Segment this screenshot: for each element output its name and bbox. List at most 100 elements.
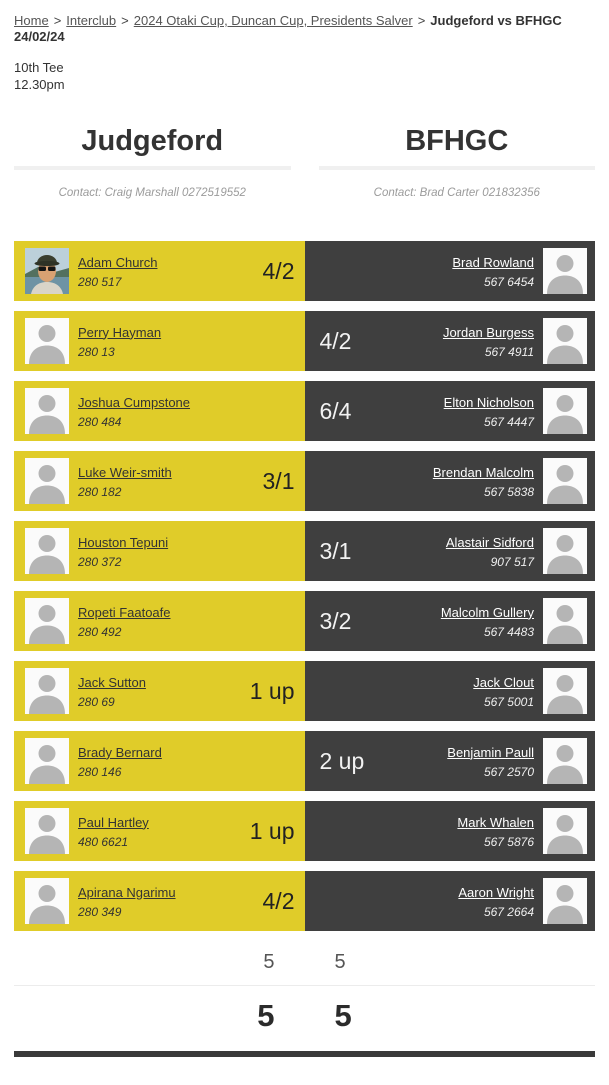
home-player-avatar[interactable]	[25, 458, 69, 504]
away-player-avatar[interactable]	[543, 248, 587, 294]
home-player-number: 280 13	[78, 344, 115, 359]
home-total: 5	[257, 998, 275, 1033]
away-player-name-link[interactable]: Aaron Wright	[458, 884, 534, 900]
match-row: Apirana Ngarimu 280 349 4/2 Aaron Wright…	[14, 871, 595, 931]
home-half: Brady Bernard 280 146	[14, 731, 305, 791]
person-silhouette-icon	[543, 318, 587, 364]
away-player-avatar[interactable]	[543, 808, 587, 854]
person-silhouette-icon	[543, 738, 587, 784]
home-player-name-link[interactable]: Luke Weir-smith	[78, 464, 172, 480]
person-silhouette-icon	[25, 528, 69, 574]
away-half: 3/1 Alastair Sidford 907 517	[304, 521, 595, 581]
away-score: 4/2	[319, 328, 352, 354]
home-player-info: Luke Weir-smith 280 182	[78, 464, 263, 499]
away-player-name-link[interactable]: Elton Nicholson	[443, 394, 534, 410]
away-player-avatar[interactable]	[543, 388, 587, 434]
home-score: 3/1	[262, 468, 295, 494]
person-silhouette-icon	[543, 598, 587, 644]
away-player-number: 567 4447	[483, 414, 534, 429]
away-half: Aaron Wright 567 2664	[304, 871, 595, 931]
home-score: 1 up	[249, 678, 295, 704]
home-player-avatar[interactable]	[25, 388, 69, 434]
person-silhouette-icon	[543, 248, 587, 294]
match-row: Houston Tepuni 280 372 3/1 Alastair Sidf…	[14, 521, 595, 581]
away-player-avatar[interactable]	[543, 458, 587, 504]
breadcrumb-link-home[interactable]: Home	[14, 13, 49, 28]
away-player-avatar[interactable]	[543, 598, 587, 644]
home-player-name-link[interactable]: Apirana Ngarimu	[78, 884, 176, 900]
away-team-underline	[318, 166, 595, 170]
home-player-name-link[interactable]: Houston Tepuni	[78, 534, 169, 550]
home-player-avatar[interactable]	[25, 318, 69, 364]
home-player-info: Perry Hayman 280 13	[78, 324, 295, 359]
away-player-avatar[interactable]	[543, 878, 587, 924]
person-silhouette-icon	[543, 528, 587, 574]
away-player-avatar[interactable]	[543, 318, 587, 364]
away-player-info: Jack Clout 567 5001	[320, 674, 534, 709]
breadcrumb-link-competition[interactable]: 2024 Otaki Cup, Duncan Cup, Presidents S…	[133, 13, 413, 28]
home-team-underline	[14, 166, 291, 170]
person-silhouette-icon	[543, 878, 587, 924]
home-player-avatar[interactable]	[25, 878, 69, 924]
home-player-number: 280 517	[78, 274, 122, 289]
home-player-number: 280 146	[78, 764, 122, 779]
tee-time: 12.30pm	[14, 77, 65, 92]
breadcrumb-link-interclub[interactable]: Interclub	[66, 13, 117, 28]
home-player-name-link[interactable]: Joshua Cumpstone	[78, 394, 191, 410]
totals-divider	[14, 985, 595, 986]
team-header: Judgeford Contact: Craig Marshall 027251…	[14, 125, 595, 199]
away-player-name-link[interactable]: Brendan Malcolm	[432, 464, 534, 480]
away-player-name-link[interactable]: Alastair Sidford	[445, 534, 534, 550]
match-row: Joshua Cumpstone 280 484 6/4 Elton Nicho…	[14, 381, 595, 441]
away-player-avatar[interactable]	[543, 738, 587, 784]
away-player-name-link[interactable]: Brad Rowland	[452, 254, 534, 270]
away-player-info: Mark Whalen 567 5876	[320, 814, 534, 849]
home-player-number: 280 182	[78, 484, 122, 499]
home-player-info: Apirana Ngarimu 280 349	[78, 884, 263, 919]
away-player-avatar[interactable]	[543, 528, 587, 574]
home-player-name-link[interactable]: Adam Church	[78, 254, 158, 270]
away-half: 3/2 Malcolm Gullery 567 4483	[304, 591, 595, 651]
home-player-name-link[interactable]: Ropeti Faatoafe	[78, 604, 171, 620]
total-row: 5 5	[14, 998, 595, 1034]
person-silhouette-icon	[25, 388, 69, 434]
away-player-number: 567 5876	[483, 834, 534, 849]
away-player-info: Alastair Sidford 907 517	[351, 534, 534, 569]
away-player-name-link[interactable]: Malcolm Gullery	[440, 604, 534, 620]
home-player-avatar[interactable]	[25, 598, 69, 644]
home-player-name-link[interactable]: Brady Bernard	[78, 744, 162, 760]
away-player-name-link[interactable]: Mark Whalen	[457, 814, 534, 830]
person-silhouette-icon	[543, 668, 587, 714]
bottom-bar	[14, 1051, 595, 1057]
match-row: Adam Church 280 517 4/2 Brad Rowland 567…	[14, 241, 595, 301]
home-player-name-link[interactable]: Perry Hayman	[78, 324, 162, 340]
match-row: Luke Weir-smith 280 182 3/1 Brendan Malc…	[14, 451, 595, 511]
home-player-name-link[interactable]: Jack Sutton	[78, 674, 146, 690]
away-player-avatar[interactable]	[543, 668, 587, 714]
away-score: 6/4	[319, 398, 352, 424]
away-half: 6/4 Elton Nicholson 567 4447	[304, 381, 595, 441]
away-player-name-link[interactable]: Jordan Burgess	[442, 324, 534, 340]
match-row: Jack Sutton 280 69 1 up Jack Clout 567 5…	[14, 661, 595, 721]
home-player-number: 280 69	[78, 694, 115, 709]
home-half: Joshua Cumpstone 280 484	[14, 381, 305, 441]
tee-info: 10th Tee 12.30pm	[14, 59, 595, 93]
person-silhouette-icon	[25, 808, 69, 854]
home-player-avatar[interactable]	[25, 248, 69, 294]
home-player-name-link[interactable]: Paul Hartley	[78, 814, 149, 830]
person-silhouette-icon	[25, 878, 69, 924]
home-team-column: Judgeford Contact: Craig Marshall 027251…	[14, 125, 291, 199]
home-player-avatar[interactable]	[25, 808, 69, 854]
away-player-number: 567 4911	[484, 344, 534, 359]
away-player-name-link[interactable]: Benjamin Paull	[447, 744, 534, 760]
home-half: Houston Tepuni 280 372	[14, 521, 305, 581]
match-row: Ropeti Faatoafe 280 492 3/2 Malcolm Gull…	[14, 591, 595, 651]
away-player-name-link[interactable]: Jack Clout	[473, 674, 534, 690]
home-half: Jack Sutton 280 69 1 up	[14, 661, 305, 721]
home-player-avatar[interactable]	[25, 668, 69, 714]
person-silhouette-icon	[25, 738, 69, 784]
home-player-avatar[interactable]	[25, 528, 69, 574]
home-player-avatar[interactable]	[25, 738, 69, 784]
subtotal-row: 5 5	[14, 951, 595, 974]
away-player-number: 567 4483	[483, 624, 534, 639]
